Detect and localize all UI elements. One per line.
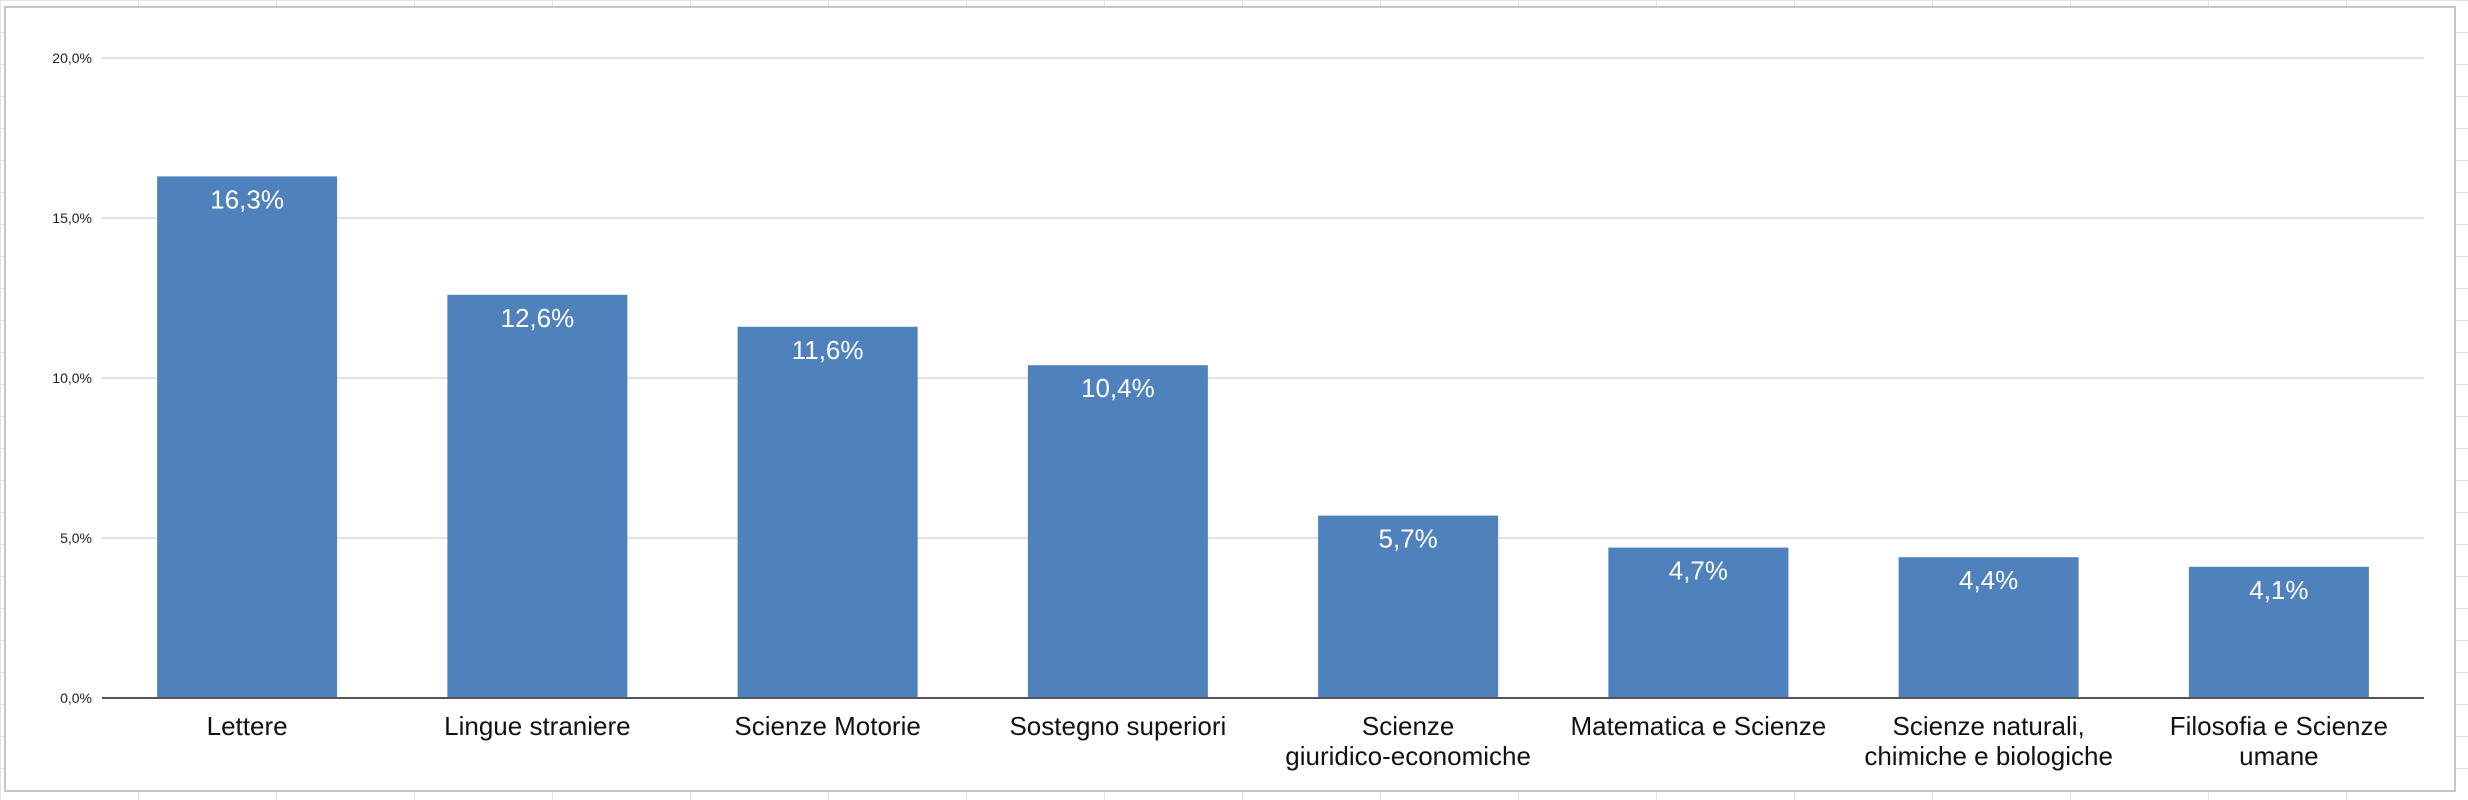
category-label: Lettere [207,711,288,741]
category-label-line: Sostegno superiori [1009,711,1226,741]
bar[interactable] [1027,365,1208,698]
category-label-line: umane [2239,741,2319,771]
category-label: Scienze giuridico-economiche [1285,711,1531,771]
category-label-line: Matematica e Scienze [1570,711,1826,741]
y-axis-ticks: 0,0% 5,0% 10,0% 15,0% 20,0% [52,50,92,706]
category-label-line: Lettere [207,711,288,741]
data-label: 10,4% [1081,373,1155,403]
bar[interactable] [737,326,918,698]
bar[interactable] [157,176,338,698]
category-label-line: Scienze Motorie [734,711,920,741]
data-label: 12,6% [501,303,575,333]
category-label: Matematica e Scienze [1570,711,1826,741]
data-label: 4,4% [1959,565,2018,595]
category-label-line: Scienze [1362,711,1455,741]
data-label: 11,6% [792,335,864,365]
category-label-line: chimiche e biologiche [1864,741,2113,771]
bar[interactable] [1898,557,2079,698]
bar[interactable] [447,294,628,698]
bar-chart: 0,0%5,0%10,0%15,0%20,0% 16,3%12,6%11,6%1… [52,50,2424,771]
bar[interactable] [1608,547,1789,698]
y-tick-label: 15,0% [52,210,92,226]
category-label-line: Scienze naturali, [1893,711,2085,741]
data-label: 4,7% [1669,556,1728,586]
category-label: Sostegno superiori [1009,711,1226,741]
data-label: 16,3% [210,184,284,214]
y-tick-label: 20,0% [52,50,92,66]
y-tick-label: 10,0% [52,370,92,386]
bar[interactable] [1318,515,1499,698]
category-label: Scienze Motorie [734,711,920,741]
category-label-line: giuridico-economiche [1285,741,1531,771]
category-label-line: Filosofia e Scienze [2170,711,2388,741]
category-label-line: Lingue straniere [444,711,630,741]
category-label: Scienze naturali, chimiche e biologiche [1864,711,2113,771]
y-tick-label: 5,0% [60,530,92,546]
bar[interactable] [2188,566,2369,698]
bars [157,176,2369,698]
chart-frame[interactable]: 0,0% 5,0% 10,0% 15,0% 20,0% 16,3% 12,6% 11,6% 1… [4,6,2456,792]
y-tick-label: 0,0% [60,690,92,706]
category-labels: Lettere Lingue straniere Scienze Motorie So… [207,711,2388,771]
category-label: Filosofia e Scienze umane [2170,711,2388,771]
category-label: Lingue straniere [444,711,630,741]
data-label: 4,1% [2249,575,2308,605]
data-labels: 16,3% 12,6% 11,6% 10,4% 5,7% 4,7% 4,4% 4,1% [210,184,2308,604]
data-label: 5,7% [1378,524,1437,554]
